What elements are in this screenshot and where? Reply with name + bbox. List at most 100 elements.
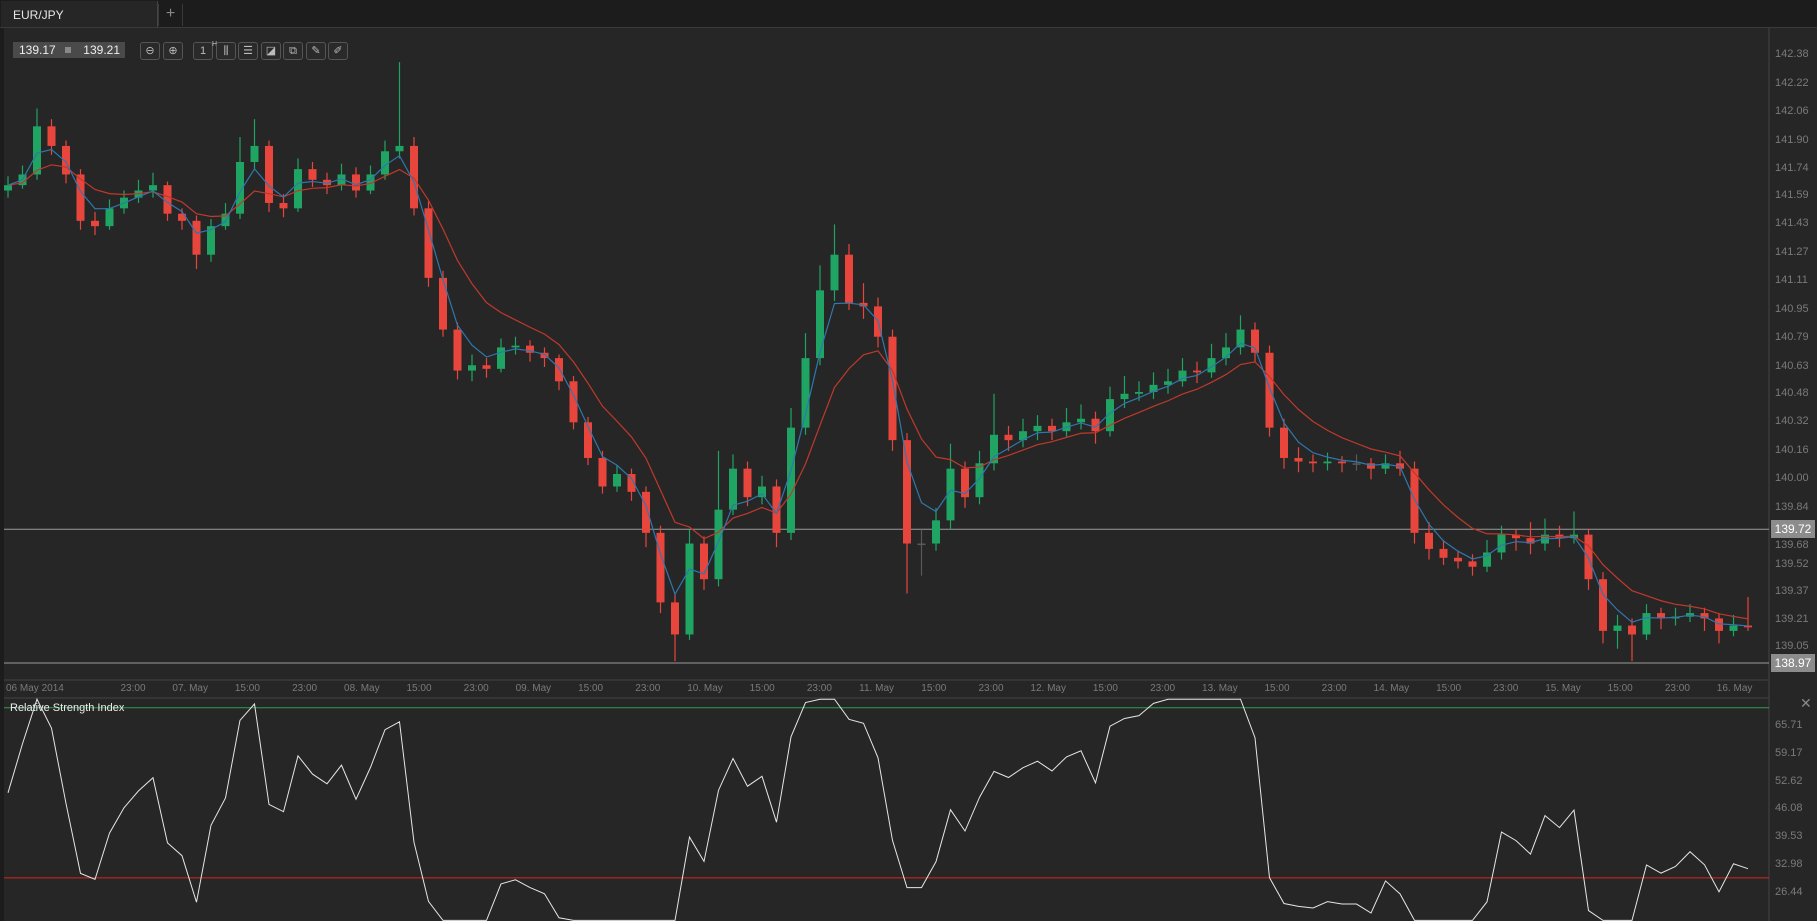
- time-tick-label: 08. May: [344, 683, 380, 694]
- candle-body: [250, 145, 259, 162]
- candle-body: [1425, 532, 1433, 549]
- price-tick-label: 141.90: [1775, 133, 1809, 146]
- rsi-tick-label: 65.71: [1775, 719, 1803, 731]
- time-tick-label: 23:00: [978, 683, 1004, 694]
- candle-body: [1280, 427, 1288, 458]
- candle-body: [265, 145, 273, 203]
- candle-body: [76, 174, 85, 221]
- candle-body: [163, 185, 172, 214]
- draw-icon[interactable]: ✐: [328, 42, 348, 60]
- time-tick-label: 15:00: [1264, 683, 1290, 694]
- indicators-icon[interactable]: ☰: [238, 42, 258, 60]
- time-tick-label: 23:00: [1493, 683, 1519, 694]
- candle-body: [149, 185, 157, 191]
- candle-body: [178, 213, 186, 221]
- time-tick-label: 15:00: [1092, 683, 1118, 694]
- candle-body: [1512, 534, 1520, 539]
- candle-body: [1628, 625, 1636, 635]
- candle-body: [410, 145, 418, 209]
- candle-body: [1251, 329, 1259, 353]
- time-tick-label: 11. May: [859, 683, 895, 694]
- time-tick-label: 10. May: [687, 683, 723, 694]
- tab-bar: EUR/JPY +: [0, 0, 1817, 28]
- candle-body: [511, 345, 520, 348]
- rsi-title: Relative Strength Index: [10, 702, 125, 714]
- tab-label: EUR/JPY: [13, 8, 64, 22]
- candle-body: [236, 161, 244, 214]
- zoom-in-icon[interactable]: ⊕: [163, 42, 183, 60]
- price-tick-label: 139.37: [1775, 584, 1809, 597]
- fast-moving-average-line: [7, 148, 1749, 627]
- candle-body: [714, 509, 723, 580]
- time-tick-label: 23:00: [292, 683, 318, 694]
- bid-price: 139.17: [19, 43, 56, 57]
- time-tick-label: 15:00: [921, 683, 947, 694]
- chart-type-icon[interactable]: ⫼: [216, 42, 236, 60]
- candle-body: [569, 381, 578, 423]
- candle-body: [1106, 399, 1114, 432]
- candle-body: [888, 336, 897, 441]
- candle-body: [207, 226, 215, 255]
- price-tick-label: 139.68: [1775, 539, 1809, 552]
- candle-body: [439, 277, 447, 330]
- candle-body: [308, 169, 317, 180]
- chart-settings-icon[interactable]: ◪: [261, 42, 281, 60]
- price-line-label: 139.72: [1771, 520, 1815, 539]
- candle-body: [1149, 384, 1158, 392]
- candle-body: [91, 220, 99, 227]
- time-tick-label: 15:00: [749, 683, 775, 694]
- candle-body: [1309, 461, 1317, 464]
- zoom-out-icon[interactable]: ⊖: [140, 42, 160, 60]
- candle-body: [830, 254, 839, 291]
- candle-body: [1164, 381, 1172, 385]
- tab-eur-jpy[interactable]: EUR/JPY: [1, 1, 158, 27]
- candle-body: [497, 347, 505, 369]
- time-tick-label: 12. May: [1030, 683, 1066, 694]
- candle-body: [671, 602, 679, 635]
- spread-icon: [65, 47, 71, 53]
- copy-icon[interactable]: ⧉: [283, 42, 303, 60]
- candle-body: [1613, 625, 1622, 631]
- close-indicator-icon[interactable]: ✕: [1800, 695, 1812, 711]
- price-tick-label: 141.27: [1775, 245, 1809, 258]
- candle-body: [1642, 613, 1651, 635]
- timeframe-value: 1: [199, 45, 207, 57]
- price-tick-label: 140.16: [1775, 443, 1809, 456]
- candle-body: [1468, 561, 1477, 567]
- bid-ask-box: 139.17 139.21: [13, 42, 125, 58]
- candle-body: [1193, 370, 1201, 373]
- candle-body: [1497, 534, 1506, 553]
- rsi-line: [7, 697, 1749, 921]
- candle-body: [1077, 418, 1085, 423]
- candle-body: [395, 145, 404, 152]
- price-tick-label: 139.52: [1775, 557, 1809, 570]
- candle-body: [366, 174, 375, 191]
- candle-body: [526, 345, 534, 353]
- candle-body: [627, 474, 636, 492]
- time-tick-label: 23:00: [120, 683, 146, 694]
- candle-body: [729, 468, 737, 510]
- price-tick-label: 140.32: [1775, 415, 1809, 428]
- candle-body: [903, 440, 911, 544]
- candle-body: [1265, 352, 1274, 428]
- edit-icon[interactable]: ✎: [306, 42, 326, 60]
- candle-body: [1657, 613, 1665, 619]
- add-tab-button[interactable]: +: [158, 4, 183, 26]
- price-tick-label: 142.22: [1775, 76, 1809, 89]
- candle-body: [1236, 329, 1245, 348]
- candle-body: [468, 365, 476, 371]
- price-tick-label: 140.79: [1775, 331, 1809, 344]
- candle-body: [1048, 425, 1056, 432]
- candle-body: [1091, 418, 1100, 432]
- price-tick-label: 140.63: [1775, 360, 1809, 373]
- candle-body: [62, 145, 70, 175]
- price-tick-label: 141.43: [1775, 217, 1809, 230]
- rsi-tick-label: 26.44: [1775, 886, 1803, 898]
- candle-body: [1367, 463, 1375, 469]
- candle-body: [453, 329, 462, 371]
- candle-body: [1135, 391, 1143, 394]
- rsi-tick-label: 39.53: [1775, 830, 1803, 843]
- candle-body: [1352, 463, 1361, 465]
